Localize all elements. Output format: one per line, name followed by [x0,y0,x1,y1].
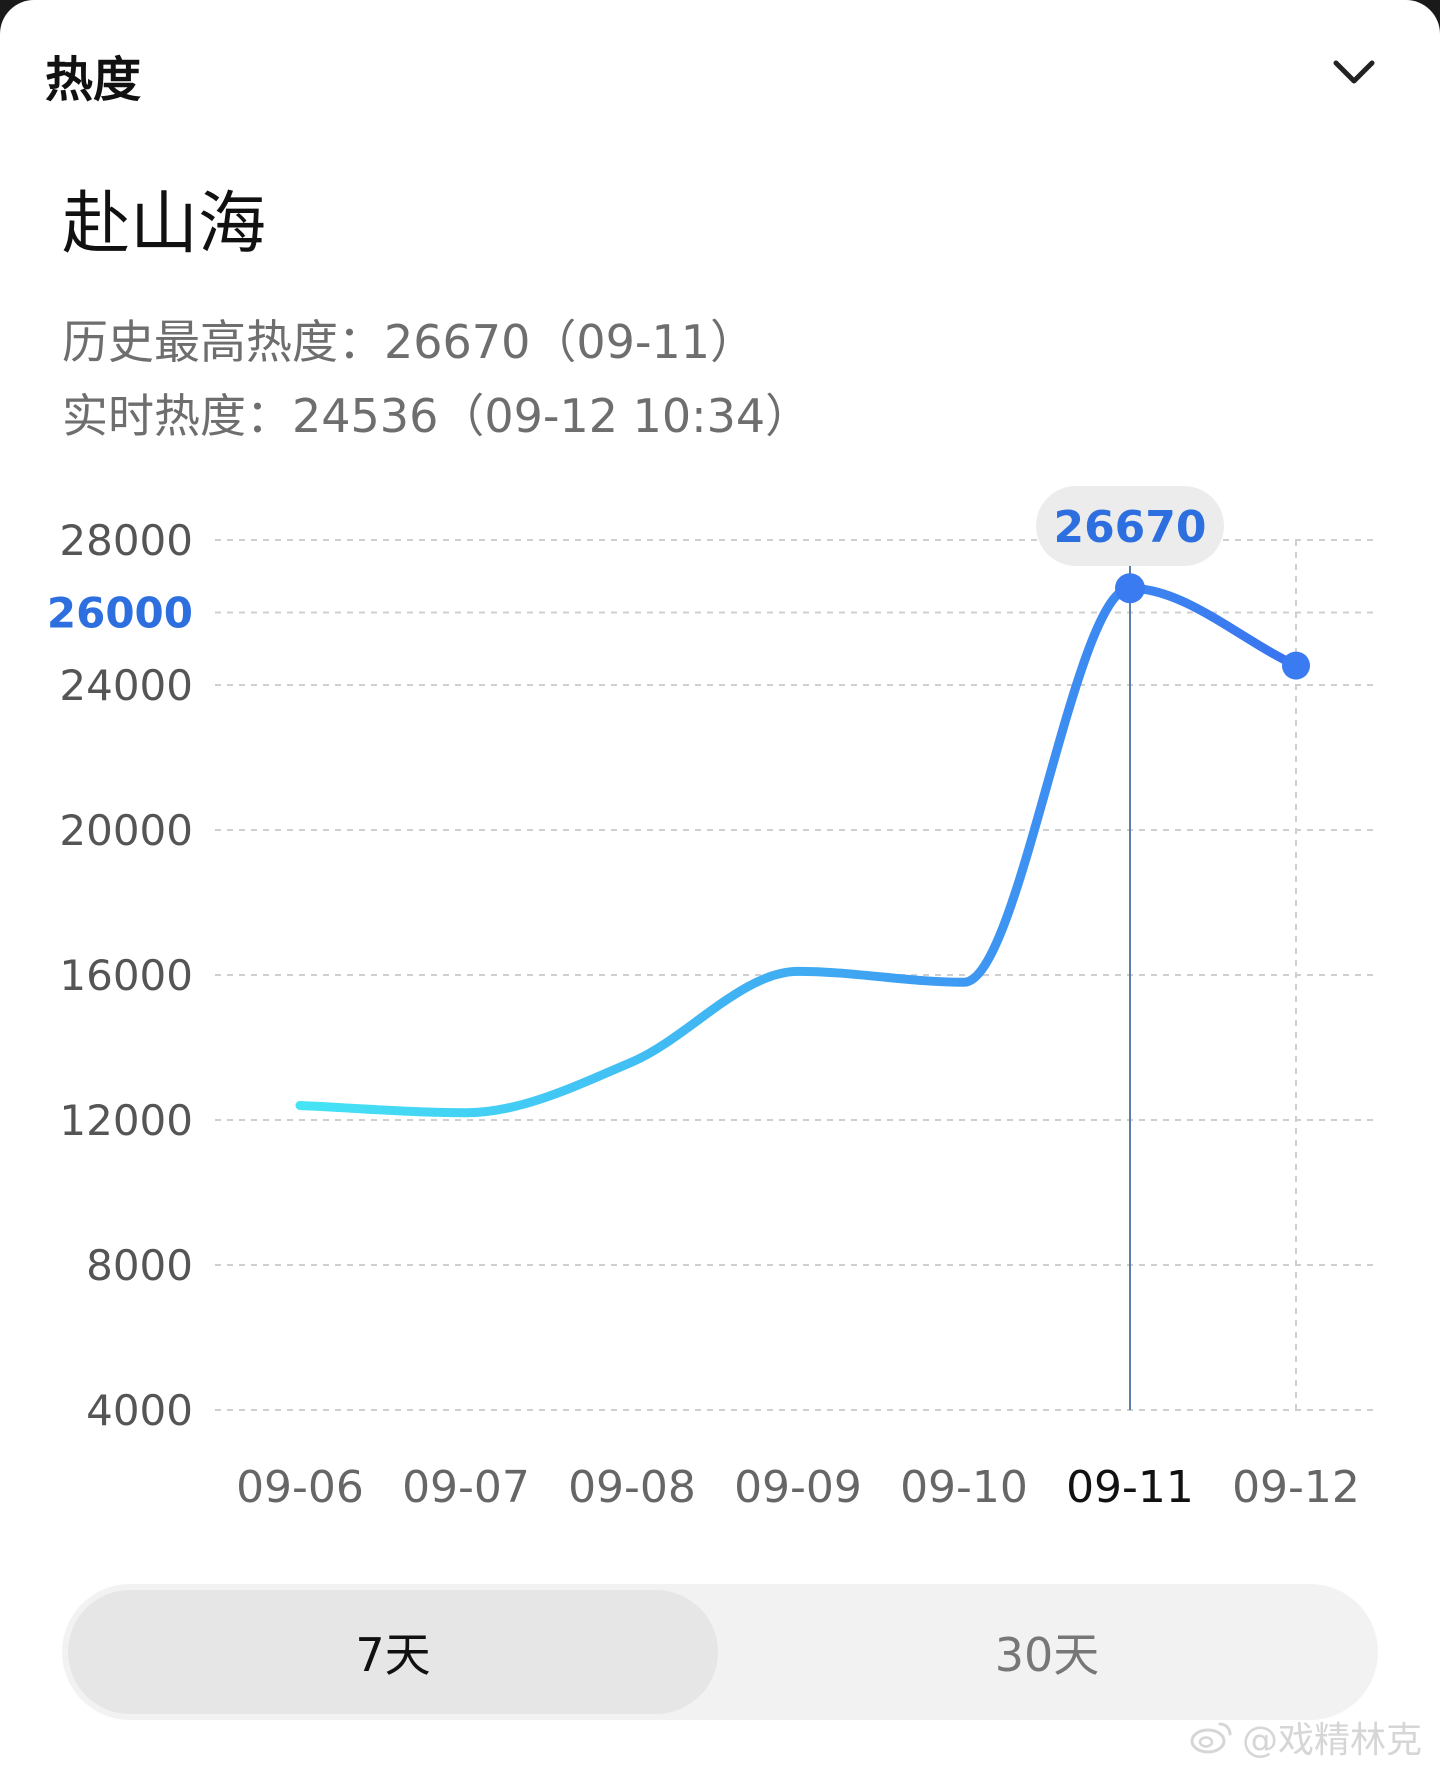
x-tick-label[interactable]: 09-07 [402,1462,530,1513]
hotness-line-chart[interactable]: 28000 26000 24000 20000 16000 12000 8000 4000 0… [0,460,1440,1540]
x-tick-label[interactable]: 09-11 [1066,1462,1194,1513]
peak-hotness-text: 历史最高热度：26670（09-11） [62,315,756,369]
x-tick-label[interactable]: 09-09 [734,1462,862,1513]
topic-title: 赴山海 [62,185,267,264]
y-tick-label: 16000 [59,951,193,1000]
y-tick-label: 20000 [59,806,193,855]
y-tick-label: 26000 [47,589,193,638]
latest-point-marker[interactable] [1282,651,1310,680]
watermark-text: @戏精林克 [1242,1720,1423,1761]
range-tab-7-days[interactable]: 7天 [68,1590,718,1714]
y-tick-label: 28000 [59,516,193,565]
x-tick-label[interactable]: 09-12 [1232,1462,1360,1513]
series-line [295,583,1301,1118]
x-tick-label[interactable]: 09-10 [900,1462,1028,1513]
peak-point-marker[interactable] [1115,573,1145,604]
x-tick-label[interactable]: 09-06 [236,1462,364,1513]
y-tick-label: 8000 [86,1241,193,1290]
watermark: @戏精林克 [1190,1712,1430,1762]
collapse-button[interactable] [1325,48,1383,96]
y-tick-label: 12000 [59,1096,193,1145]
tooltip-value: 26670 [1053,502,1206,553]
weibo-logo-icon [1190,1722,1232,1754]
chevron-down-icon [1333,60,1375,84]
tooltip-bubble [1036,486,1224,566]
x-tick-label[interactable]: 09-08 [568,1462,696,1513]
realtime-hotness-text: 实时热度：24536（09-12 10:34） [62,389,812,443]
y-tick-label: 4000 [86,1386,193,1435]
range-tab-30-days[interactable]: 30天 [994,1628,1100,1682]
panel-title: 热度 [45,52,142,108]
y-tick-label: 24000 [59,661,193,710]
range-segmented-control: 7天 30天 [62,1584,1378,1720]
